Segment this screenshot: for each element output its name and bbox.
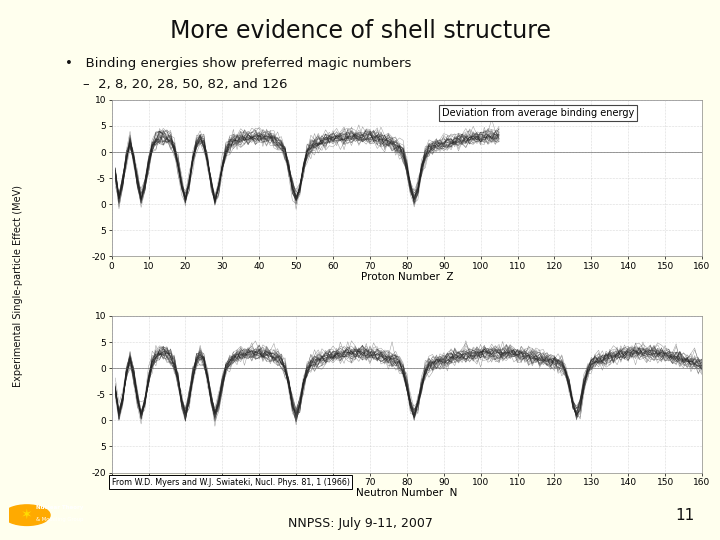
Text: ✶: ✶ [21,508,32,522]
Circle shape [4,505,50,525]
Text: Experimental Single-particle Effect (MeV): Experimental Single-particle Effect (MeV… [13,185,23,387]
Text: 11: 11 [675,508,695,523]
Text: NNPSS: July 9-11, 2007: NNPSS: July 9-11, 2007 [287,517,433,530]
Text: More evidence of shell structure: More evidence of shell structure [169,19,551,43]
Text: From W.D. Myers and W.J. Swiateki, Nucl. Phys. 81, 1 (1966): From W.D. Myers and W.J. Swiateki, Nucl.… [112,478,350,487]
X-axis label: Neutron Number  N: Neutron Number N [356,489,457,498]
Text: Nuclear Theory: Nuclear Theory [36,505,84,510]
Text: –  2, 8, 20, 28, 50, 82, and 126: – 2, 8, 20, 28, 50, 82, and 126 [83,78,287,91]
Text: & Modeling Group: & Modeling Group [36,517,84,522]
Text: Deviation from average binding energy: Deviation from average binding energy [442,107,634,118]
Text: •   Binding energies show preferred magic numbers: • Binding energies show preferred magic … [65,57,411,70]
X-axis label: Proton Number  Z: Proton Number Z [361,272,453,282]
